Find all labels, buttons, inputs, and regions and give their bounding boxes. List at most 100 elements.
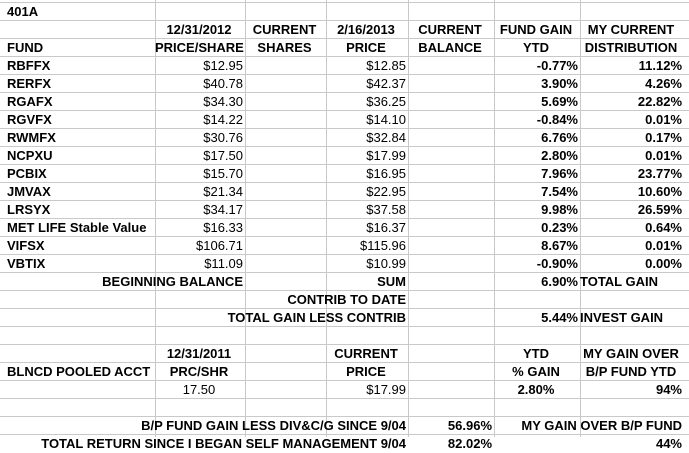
total-gain-label[interactable]: TOTAL GAIN: [580, 274, 658, 289]
fund-cur-price[interactable]: $32.84: [366, 130, 406, 145]
fund-distribution[interactable]: 0.17%: [645, 130, 682, 145]
fund-name[interactable]: JMVAX: [7, 184, 51, 199]
fund-ytd[interactable]: -0.77%: [536, 58, 578, 73]
header-date-prev[interactable]: 12/31/2012: [166, 22, 232, 37]
fund-prev-price[interactable]: $40.78: [203, 76, 243, 91]
pooled-pct-gain[interactable]: % GAIN: [512, 364, 560, 379]
pooled-current[interactable]: CURRENT: [334, 346, 398, 361]
fund-distribution[interactable]: 22.82%: [637, 94, 682, 109]
pooled-price[interactable]: PRICE: [346, 364, 386, 379]
header-fund[interactable]: FUND: [7, 40, 44, 55]
header-price-share[interactable]: PRICE/SHARE: [155, 40, 244, 55]
fund-distribution[interactable]: 0.01%: [645, 148, 682, 163]
total-return-label[interactable]: TOTAL RETURN SINCE I BEGAN SELF MANAGEME…: [41, 436, 406, 451]
fund-prev-price[interactable]: $12.95: [203, 58, 243, 73]
header-price[interactable]: PRICE: [346, 40, 386, 55]
fund-name[interactable]: RBFFX: [7, 58, 51, 73]
header-distribution[interactable]: DISTRIBUTION: [584, 40, 678, 55]
pooled-ytd[interactable]: YTD: [523, 346, 549, 361]
fund-name[interactable]: VIFSX: [7, 238, 45, 253]
fund-distribution[interactable]: 0.01%: [645, 238, 682, 253]
total-gain-value[interactable]: 6.90%: [541, 274, 578, 289]
fund-cur-price[interactable]: $16.37: [366, 220, 406, 235]
fund-distribution[interactable]: 4.26%: [645, 76, 682, 91]
pooled-gain-over-value[interactable]: 94%: [655, 382, 682, 397]
fund-prev-price[interactable]: $21.34: [203, 184, 243, 199]
pooled-acct-name[interactable]: BLNCD POOLED ACCT: [7, 364, 151, 379]
fund-distribution[interactable]: 0.01%: [645, 112, 682, 127]
fund-distribution[interactable]: 0.00%: [645, 256, 682, 271]
fund-ytd[interactable]: 3.90%: [541, 76, 578, 91]
pooled-cur-price[interactable]: $17.99: [366, 382, 406, 397]
fund-ytd[interactable]: 8.67%: [541, 238, 578, 253]
header-ytd[interactable]: YTD: [523, 40, 549, 55]
fund-name[interactable]: RWMFX: [7, 130, 56, 145]
header-balance[interactable]: BALANCE: [418, 40, 482, 55]
fund-name[interactable]: VBTIX: [7, 256, 46, 271]
fund-name[interactable]: NCPXU: [7, 148, 53, 163]
fund-prev-price[interactable]: $11.09: [204, 256, 243, 271]
fund-cur-price[interactable]: $16.95: [366, 166, 406, 181]
fund-distribution[interactable]: 10.60%: [637, 184, 682, 199]
fund-ytd[interactable]: 0.23%: [541, 220, 578, 235]
pooled-bp-fund-ytd[interactable]: B/P FUND YTD: [585, 364, 677, 379]
fund-prev-price[interactable]: $17.50: [203, 148, 243, 163]
fund-cur-price[interactable]: $37.58: [366, 202, 406, 217]
header-my-current[interactable]: MY CURRENT: [587, 22, 675, 37]
pooled-ytd-value[interactable]: 2.80%: [517, 382, 555, 397]
fund-distribution[interactable]: 0.64%: [645, 220, 682, 235]
pooled-my-gain-over[interactable]: MY GAIN OVER: [583, 346, 679, 361]
invest-gain-label[interactable]: INVEST GAIN: [580, 310, 664, 325]
fund-ytd[interactable]: 6.76%: [541, 130, 578, 145]
fund-name[interactable]: LRSYX: [7, 202, 51, 217]
contrib-to-date-label[interactable]: CONTRIB TO DATE: [287, 292, 406, 307]
header-current-balance[interactable]: CURRENT: [418, 22, 482, 37]
fund-name[interactable]: RGAFX: [7, 94, 53, 109]
invest-gain-value[interactable]: 5.44%: [541, 310, 578, 325]
fund-prev-price[interactable]: $34.17: [203, 202, 243, 217]
bp-gain-value[interactable]: 56.96%: [447, 418, 492, 433]
fund-distribution[interactable]: 26.59%: [637, 202, 682, 217]
fund-prev-price[interactable]: $34.30: [203, 94, 243, 109]
total-gain-less-contrib-label[interactable]: TOTAL GAIN LESS CONTRIB: [227, 310, 406, 325]
fund-cur-price[interactable]: $115.96: [359, 238, 406, 253]
fund-ytd[interactable]: 5.69%: [541, 94, 578, 109]
my-gain-over-bp-label[interactable]: MY GAIN OVER B/P FUND: [521, 418, 682, 433]
bp-gain-label[interactable]: B/P FUND GAIN LESS DIV&C/G SINCE 9/04: [141, 418, 406, 433]
fund-prev-price[interactable]: $15.70: [203, 166, 243, 181]
fund-name[interactable]: RGVFX: [7, 112, 52, 127]
total-return-value[interactable]: 82.02%: [447, 436, 492, 451]
fund-prev-price[interactable]: $16.33: [203, 220, 243, 235]
fund-distribution[interactable]: 11.12%: [638, 58, 682, 73]
pooled-date[interactable]: 12/31/2011: [166, 346, 232, 361]
header-current-shares[interactable]: CURRENT: [252, 22, 317, 37]
fund-prev-price[interactable]: $14.22: [203, 112, 243, 127]
fund-cur-price[interactable]: $10.99: [366, 256, 406, 271]
fund-distribution[interactable]: 23.77%: [637, 166, 682, 181]
beginning-balance-label[interactable]: BEGINNING BALANCE: [102, 274, 243, 289]
fund-ytd[interactable]: 7.54%: [541, 184, 578, 199]
fund-name[interactable]: RERFX: [7, 76, 52, 91]
fund-prev-price[interactable]: $106.71: [196, 238, 243, 253]
fund-ytd[interactable]: 7.96%: [541, 166, 578, 181]
fund-ytd[interactable]: -0.84%: [536, 112, 578, 127]
sheet-title[interactable]: 401A: [7, 4, 39, 19]
header-shares[interactable]: SHARES: [257, 40, 312, 55]
header-fund-gain[interactable]: FUND GAIN: [499, 22, 573, 37]
fund-cur-price[interactable]: $12.85: [366, 58, 406, 73]
fund-prev-price[interactable]: $30.76: [203, 130, 243, 145]
fund-cur-price[interactable]: $42.37: [366, 76, 406, 91]
fund-name[interactable]: MET LIFE Stable Value: [7, 220, 147, 235]
fund-cur-price[interactable]: $36.25: [366, 94, 406, 109]
fund-ytd[interactable]: -0.90%: [536, 256, 578, 271]
pooled-prc-shr[interactable]: PRC/SHR: [169, 364, 229, 379]
header-date-now[interactable]: 2/16/2013: [337, 22, 395, 37]
fund-ytd[interactable]: 2.80%: [541, 148, 578, 163]
fund-cur-price[interactable]: $22.95: [366, 184, 406, 199]
pooled-prev-price[interactable]: 17.50: [182, 382, 216, 397]
fund-name[interactable]: PCBIX: [7, 166, 47, 181]
fund-cur-price[interactable]: $14.10: [366, 112, 406, 127]
fund-ytd[interactable]: 9.98%: [541, 202, 578, 217]
fund-cur-price[interactable]: $17.99: [366, 148, 406, 163]
sum-label[interactable]: SUM: [377, 274, 406, 289]
